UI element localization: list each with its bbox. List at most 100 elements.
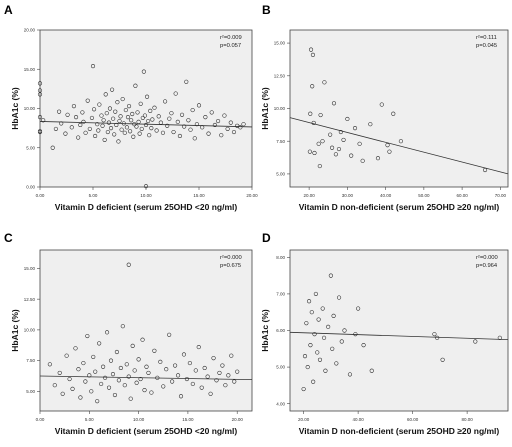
data-point <box>208 391 213 396</box>
data-point <box>160 130 166 135</box>
data-point <box>225 126 230 131</box>
data-point <box>102 137 107 142</box>
data-point <box>212 122 217 128</box>
data-point <box>336 146 342 152</box>
data-point <box>152 348 157 353</box>
data-point <box>87 126 92 131</box>
data-point <box>156 114 161 119</box>
x-axis-title: Vitamin D deficient (serum 25OHD <20 ng/… <box>55 202 238 212</box>
data-point <box>171 129 176 135</box>
data-point <box>129 118 134 123</box>
y-tick-label: 15.00 <box>24 266 36 271</box>
data-point <box>134 380 139 385</box>
data-point <box>50 145 55 150</box>
y-tick-label: 15.00 <box>24 67 36 72</box>
data-point <box>69 125 74 130</box>
data-point <box>78 395 83 400</box>
panel-label: A <box>4 3 13 17</box>
data-point <box>140 115 145 120</box>
x-tick-label: 5.00 <box>85 417 94 422</box>
data-point <box>169 111 174 116</box>
data-point <box>181 352 187 357</box>
data-point <box>99 381 104 387</box>
data-point <box>334 361 339 366</box>
data-point <box>70 386 75 391</box>
data-point <box>64 353 69 358</box>
data-point <box>473 339 478 344</box>
data-point <box>57 370 62 375</box>
data-point <box>311 120 316 125</box>
data-point <box>320 306 325 311</box>
data-point <box>149 126 154 131</box>
data-point <box>107 106 113 111</box>
data-point <box>170 379 175 384</box>
data-point <box>238 125 243 130</box>
data-point <box>134 124 139 129</box>
data-point <box>122 383 127 388</box>
data-point <box>313 291 318 296</box>
data-point <box>379 102 384 107</box>
data-point <box>120 324 125 329</box>
data-point <box>316 317 321 322</box>
data-point <box>136 119 141 124</box>
data-point <box>126 374 131 379</box>
data-point <box>391 111 396 116</box>
data-point <box>345 116 350 122</box>
data-point <box>360 158 365 163</box>
data-point <box>312 332 317 337</box>
y-axis-title: HbA1c (%) <box>260 87 270 130</box>
data-point <box>100 123 105 128</box>
y-tick-label: 5.00 <box>26 145 35 150</box>
data-point <box>229 353 234 358</box>
data-point <box>83 130 88 135</box>
data-point <box>106 120 111 125</box>
data-point <box>80 110 85 115</box>
data-point <box>352 126 358 131</box>
y-tick-label: 7.50 <box>276 139 285 144</box>
x-tick-label: 0.00 <box>36 193 45 198</box>
data-point <box>178 394 184 399</box>
data-point <box>331 101 337 106</box>
data-point <box>398 139 403 144</box>
data-point <box>95 399 100 404</box>
data-point <box>309 310 314 315</box>
y-tick-label: 5.00 <box>276 365 285 370</box>
data-point <box>91 354 96 359</box>
data-point <box>76 367 81 372</box>
data-point <box>369 368 374 373</box>
x-tick-label: 30.00 <box>342 193 354 198</box>
data-point <box>91 107 97 112</box>
data-point <box>196 345 201 350</box>
data-point <box>235 123 240 128</box>
data-point <box>217 370 222 375</box>
x-tick-label: 20.00 <box>246 193 258 198</box>
x-tick-label: 80.00 <box>461 417 473 422</box>
x-axis-title: Vitamin D deficient (serum 25OHD <20 ng/… <box>55 426 238 436</box>
data-point <box>307 299 312 304</box>
data-point <box>115 100 120 105</box>
data-point <box>123 107 128 113</box>
data-point <box>155 375 160 380</box>
data-point <box>357 141 362 146</box>
data-point <box>152 105 157 110</box>
data-point <box>116 139 121 144</box>
data-point <box>356 306 361 311</box>
data-point <box>173 363 178 368</box>
data-point <box>142 388 147 393</box>
data-point <box>148 108 153 113</box>
x-tick-label: 70.00 <box>495 193 507 198</box>
data-point <box>323 368 328 373</box>
data-point <box>67 376 72 382</box>
data-point <box>112 132 117 137</box>
data-point <box>209 110 214 115</box>
data-point <box>322 80 327 85</box>
data-point <box>241 122 246 127</box>
data-point <box>78 122 83 128</box>
data-point <box>81 119 86 124</box>
data-point <box>193 368 198 373</box>
data-point <box>307 149 312 154</box>
data-point <box>139 126 144 131</box>
data-point <box>167 116 172 121</box>
data-point <box>113 109 118 114</box>
data-point <box>316 141 321 146</box>
